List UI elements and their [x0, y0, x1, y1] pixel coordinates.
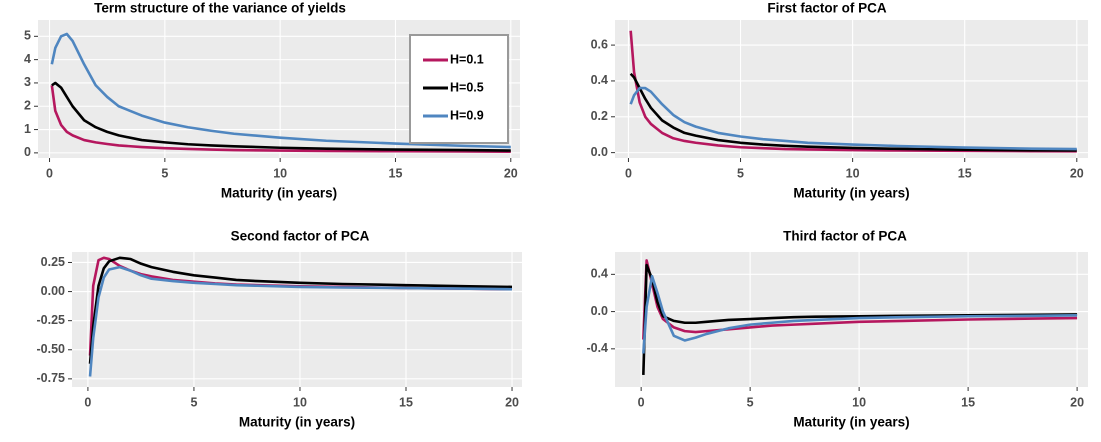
y-tick-label: 0.2: [591, 109, 608, 123]
y-tick-label: 0: [24, 145, 31, 159]
plot-background: [615, 20, 1088, 158]
series-line: [50, 85, 511, 154]
plot-lines: [50, 32, 511, 154]
panel-title: First factor of PCA: [767, 1, 887, 16]
y-tick-label: 3: [24, 75, 31, 89]
x-tick-label: 0: [625, 166, 632, 180]
legend-label: H=0.5: [450, 80, 484, 94]
panel-title: Term structure of the variance of yields: [94, 1, 346, 16]
series-line: [88, 265, 513, 377]
y-tick-label: 0.00: [41, 284, 65, 298]
x-tick-label: 10: [846, 166, 860, 180]
plot-lines: [88, 256, 513, 377]
series-line: [642, 274, 1078, 354]
plot-lines: [642, 259, 1078, 375]
x-tick-label: 10: [852, 395, 866, 409]
x-tick-label: 5: [747, 395, 754, 409]
x-tick-label: 0: [84, 395, 91, 409]
legend: H=0.1 H=0.5 H=0.9: [409, 34, 509, 144]
y-tick-label: 0.6: [591, 37, 608, 51]
series-line: [88, 256, 513, 364]
x-tick-label: 20: [504, 166, 518, 180]
y-tick-label: -0.25: [37, 313, 66, 327]
series-line: [51, 81, 511, 152]
x-tick-label: 15: [399, 395, 413, 409]
legend-label: H=0.9: [450, 108, 484, 122]
panel-title: Second factor of PCA: [231, 229, 370, 244]
y-tick-label: -0.50: [37, 342, 66, 356]
x-tick-label: 10: [293, 395, 307, 409]
x-tick-label: 20: [1070, 395, 1084, 409]
x-tick-label: 10: [273, 166, 287, 180]
series-line: [629, 86, 1077, 151]
series-line: [629, 30, 1077, 153]
panel: Term structure of the variance of yields…: [24, 1, 520, 201]
x-tick-label: 15: [961, 395, 975, 409]
x-tick-label: 15: [389, 166, 403, 180]
panel: First factor of PCA Maturity (in years) 0.…: [591, 1, 1088, 201]
x-tick-label: 15: [958, 166, 972, 180]
x-tick-label: 0: [46, 166, 53, 180]
x-tick-label: 5: [737, 166, 744, 180]
legend-label: H=0.1: [450, 52, 484, 66]
x-tick-label: 20: [505, 395, 519, 409]
panel-title: Third factor of PCA: [783, 229, 907, 244]
x-axis-label: Maturity (in years): [239, 415, 355, 430]
panel: Second factor of PCA Maturity (in years) 0…: [37, 229, 522, 430]
x-tick-label: 5: [161, 166, 168, 180]
y-tick-label: 0.25: [41, 255, 65, 269]
series-line: [629, 72, 1077, 152]
y-tick-label: -0.4: [586, 341, 608, 355]
x-axis-label: Maturity (in years): [793, 415, 909, 430]
y-tick-label: 0.0: [591, 304, 608, 318]
x-axis-label: Maturity (in years): [221, 186, 337, 201]
panel: Third factor of PCA Maturity (in years) 0.…: [586, 229, 1088, 430]
x-tick-label: 20: [1070, 166, 1084, 180]
y-tick-label: 2: [24, 99, 31, 113]
x-tick-label: 5: [190, 395, 197, 409]
x-tick-label: 0: [638, 395, 645, 409]
series-line: [642, 263, 1078, 375]
series-line: [50, 32, 511, 149]
x-axis-label: Maturity (in years): [793, 186, 909, 201]
plot-lines: [629, 30, 1077, 153]
y-tick-label: 0.4: [591, 73, 608, 87]
y-tick-label: 4: [24, 52, 31, 66]
y-tick-label: 5: [24, 29, 31, 43]
y-tick-label: 0.0: [591, 145, 608, 159]
y-tick-label: 1: [24, 122, 31, 136]
y-tick-label: -0.75: [37, 371, 66, 385]
plot-background: [72, 252, 522, 387]
y-tick-label: 0.4: [591, 267, 608, 281]
